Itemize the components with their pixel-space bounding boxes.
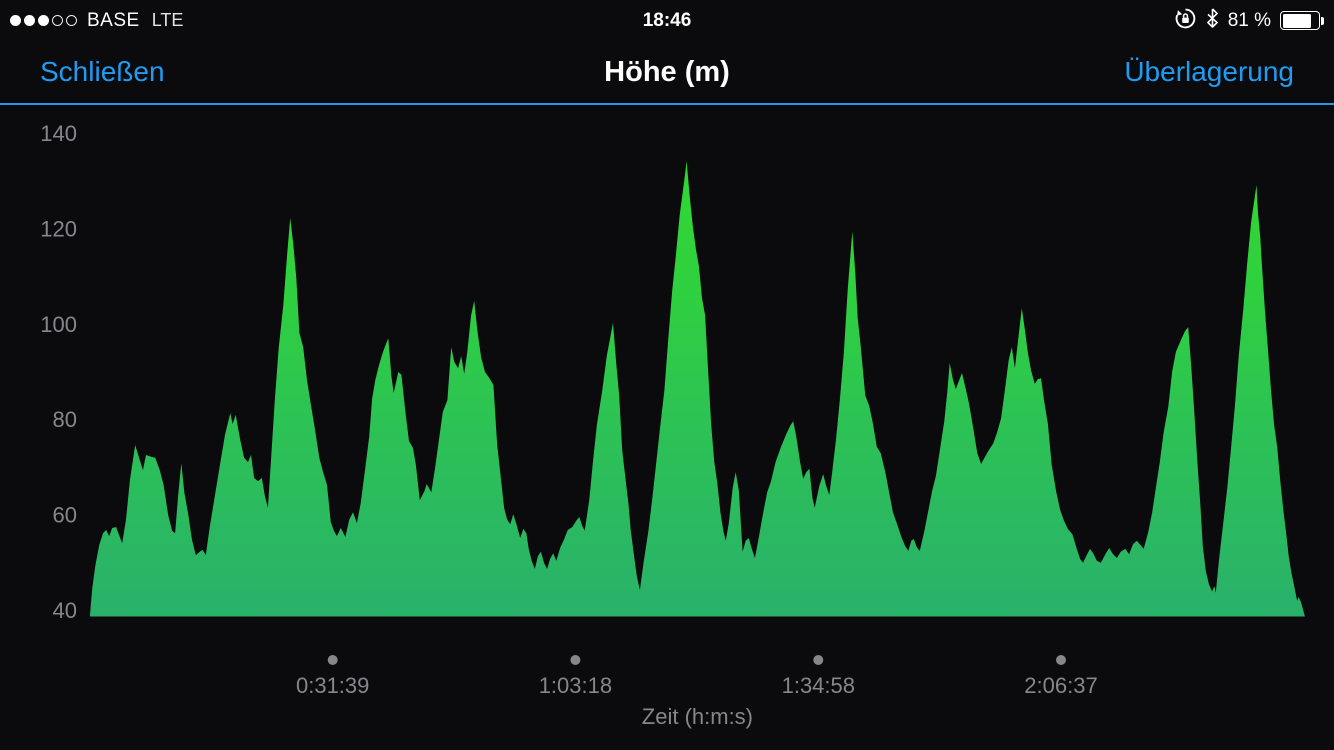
signal-dot-empty xyxy=(52,15,63,26)
network-type-label: LTE xyxy=(151,10,184,30)
y-tick-label: 100 xyxy=(40,312,77,337)
signal-dot-filled xyxy=(38,15,49,26)
signal-dot-empty xyxy=(66,15,77,26)
y-tick-label: 140 xyxy=(40,121,77,146)
overlay-button[interactable]: Überlagerung xyxy=(1124,56,1294,87)
rotation-lock-icon xyxy=(1174,7,1197,35)
x-tick-label: 0:31:39 xyxy=(296,673,369,698)
signal-dot-filled xyxy=(10,15,21,26)
x-tick-dot xyxy=(1056,655,1066,665)
y-tick-label: 40 xyxy=(53,598,77,623)
status-right: 81 % xyxy=(1174,0,1324,41)
carrier-label: BASE xyxy=(87,9,140,31)
cell-signal-icon xyxy=(10,15,77,26)
bluetooth-icon xyxy=(1206,8,1219,33)
x-axis-title: Zeit (h:m:s) xyxy=(642,704,753,729)
y-tick-label: 120 xyxy=(40,216,77,241)
x-tick-label: 2:06:37 xyxy=(1024,673,1097,698)
elevation-area xyxy=(90,161,1305,617)
battery-icon xyxy=(1280,11,1324,30)
x-tick-label: 1:03:18 xyxy=(539,673,612,698)
battery-percent-label: 81 % xyxy=(1227,9,1271,31)
status-left: BASE LTE xyxy=(10,0,183,41)
x-tick-label: 1:34:58 xyxy=(782,673,855,698)
y-tick-label: 60 xyxy=(53,503,77,528)
close-button[interactable]: Schließen xyxy=(40,56,165,87)
y-tick-label: 80 xyxy=(53,407,77,432)
x-tick-dot xyxy=(813,655,824,665)
x-tick-dot xyxy=(327,655,338,665)
x-tick-dot xyxy=(570,655,581,665)
signal-dot-filled xyxy=(24,15,35,26)
